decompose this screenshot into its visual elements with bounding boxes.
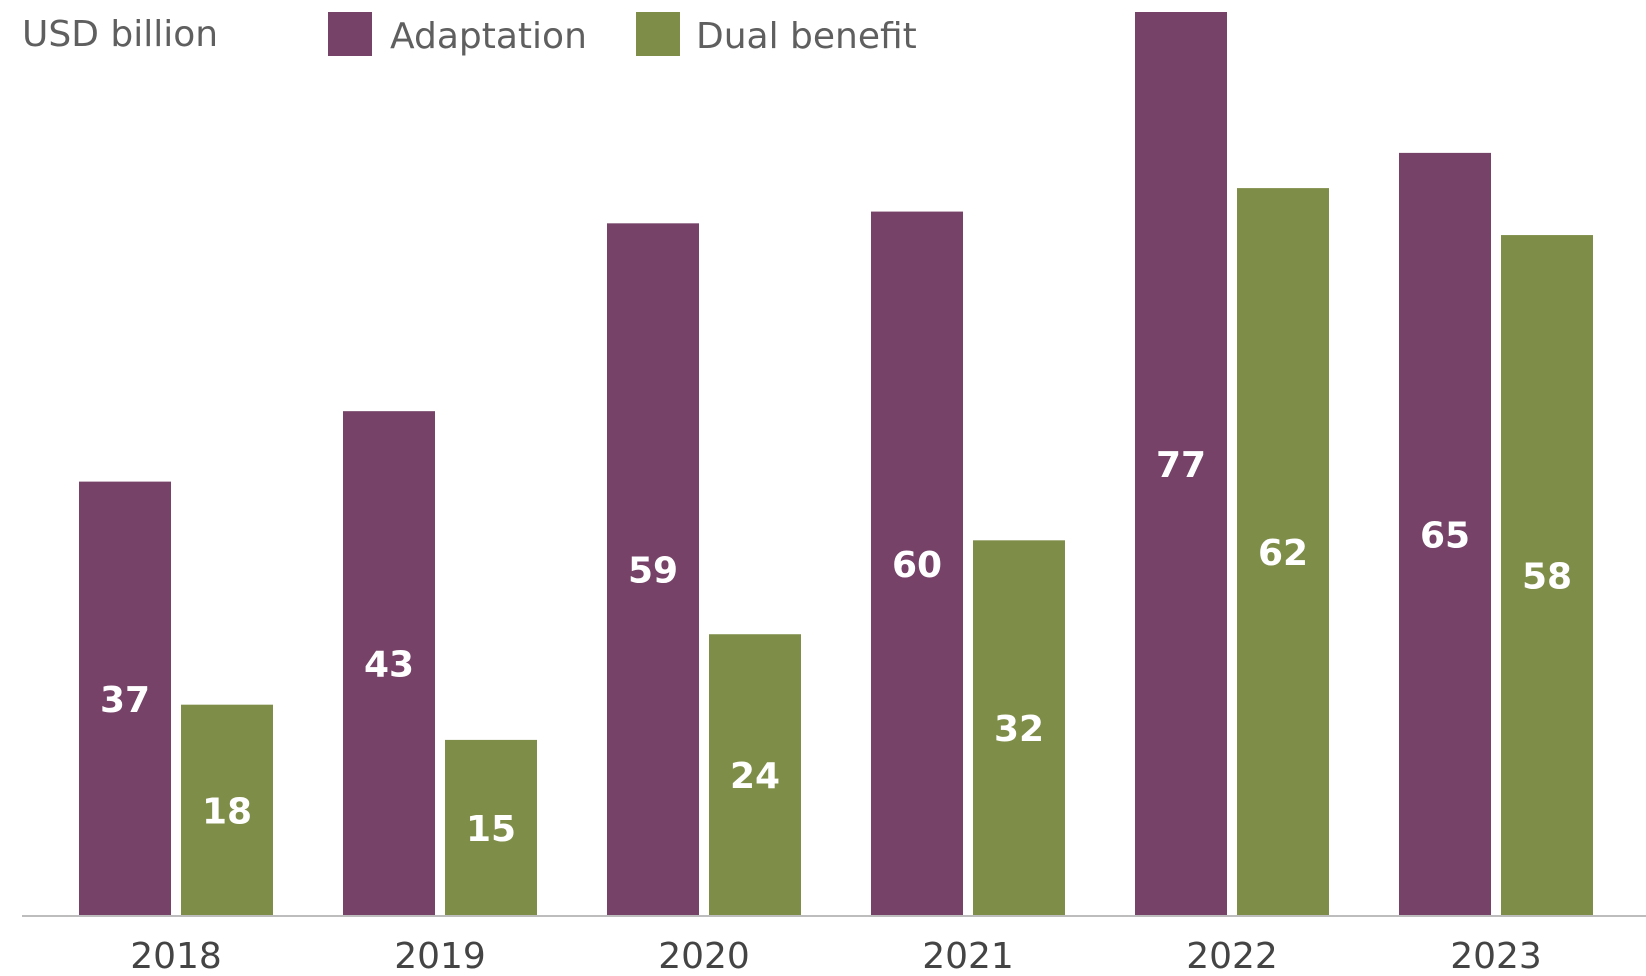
bar-adaptation-2021 <box>871 211 963 916</box>
legend-swatch-dual-benefit <box>636 12 680 56</box>
value-label-adaptation-2022: 77 <box>1156 445 1206 486</box>
x-tick-label-2023: 2023 <box>1450 936 1542 976</box>
bar-adaptation-2020 <box>607 223 699 916</box>
bar-dual-benefit-2023 <box>1501 235 1593 916</box>
value-label-dual-benefit-2019: 15 <box>466 809 516 850</box>
x-tick-labels-group: 2018 2019 2020 2021 2022 2023 <box>130 936 1542 976</box>
value-labels-group: 37 18 43 15 59 24 60 32 77 62 65 58 <box>100 445 1572 850</box>
x-tick-label-2019: 2019 <box>394 936 486 976</box>
bar-adaptation-2018 <box>79 481 171 916</box>
bar-dual-benefit-2021 <box>973 540 1065 916</box>
bar-dual-benefit-2020 <box>709 634 801 916</box>
value-label-dual-benefit-2020: 24 <box>730 756 780 797</box>
bars-group <box>79 12 1593 917</box>
value-label-adaptation-2021: 60 <box>892 545 942 586</box>
y-unit-label: USD billion <box>22 14 218 55</box>
legend-label-adaptation: Adaptation <box>390 16 587 57</box>
bar-dual-benefit-2019 <box>445 739 537 916</box>
value-label-dual-benefit-2021: 32 <box>994 709 1044 750</box>
value-label-adaptation-2019: 43 <box>364 645 414 686</box>
legend-swatch-adaptation <box>328 12 372 56</box>
x-tick-label-2021: 2021 <box>922 936 1014 976</box>
bar-adaptation-2019 <box>343 411 435 916</box>
x-tick-label-2020: 2020 <box>658 936 750 976</box>
value-label-adaptation-2020: 59 <box>628 551 678 592</box>
bar-dual-benefit-2022 <box>1237 188 1329 917</box>
bar-adaptation-2022 <box>1135 12 1227 916</box>
value-label-dual-benefit-2022: 62 <box>1258 533 1308 574</box>
x-tick-label-2022: 2022 <box>1186 936 1278 976</box>
value-label-adaptation-2023: 65 <box>1420 515 1470 556</box>
legend: Adaptation Dual benefit <box>328 12 917 57</box>
value-label-dual-benefit-2018: 18 <box>202 791 252 832</box>
bar-adaptation-2023 <box>1399 152 1491 916</box>
value-label-adaptation-2018: 37 <box>100 680 150 721</box>
value-label-dual-benefit-2023: 58 <box>1522 557 1572 598</box>
legend-label-dual-benefit: Dual benefit <box>696 16 917 57</box>
x-tick-label-2018: 2018 <box>130 936 222 976</box>
bar-dual-benefit-2018 <box>181 704 273 916</box>
